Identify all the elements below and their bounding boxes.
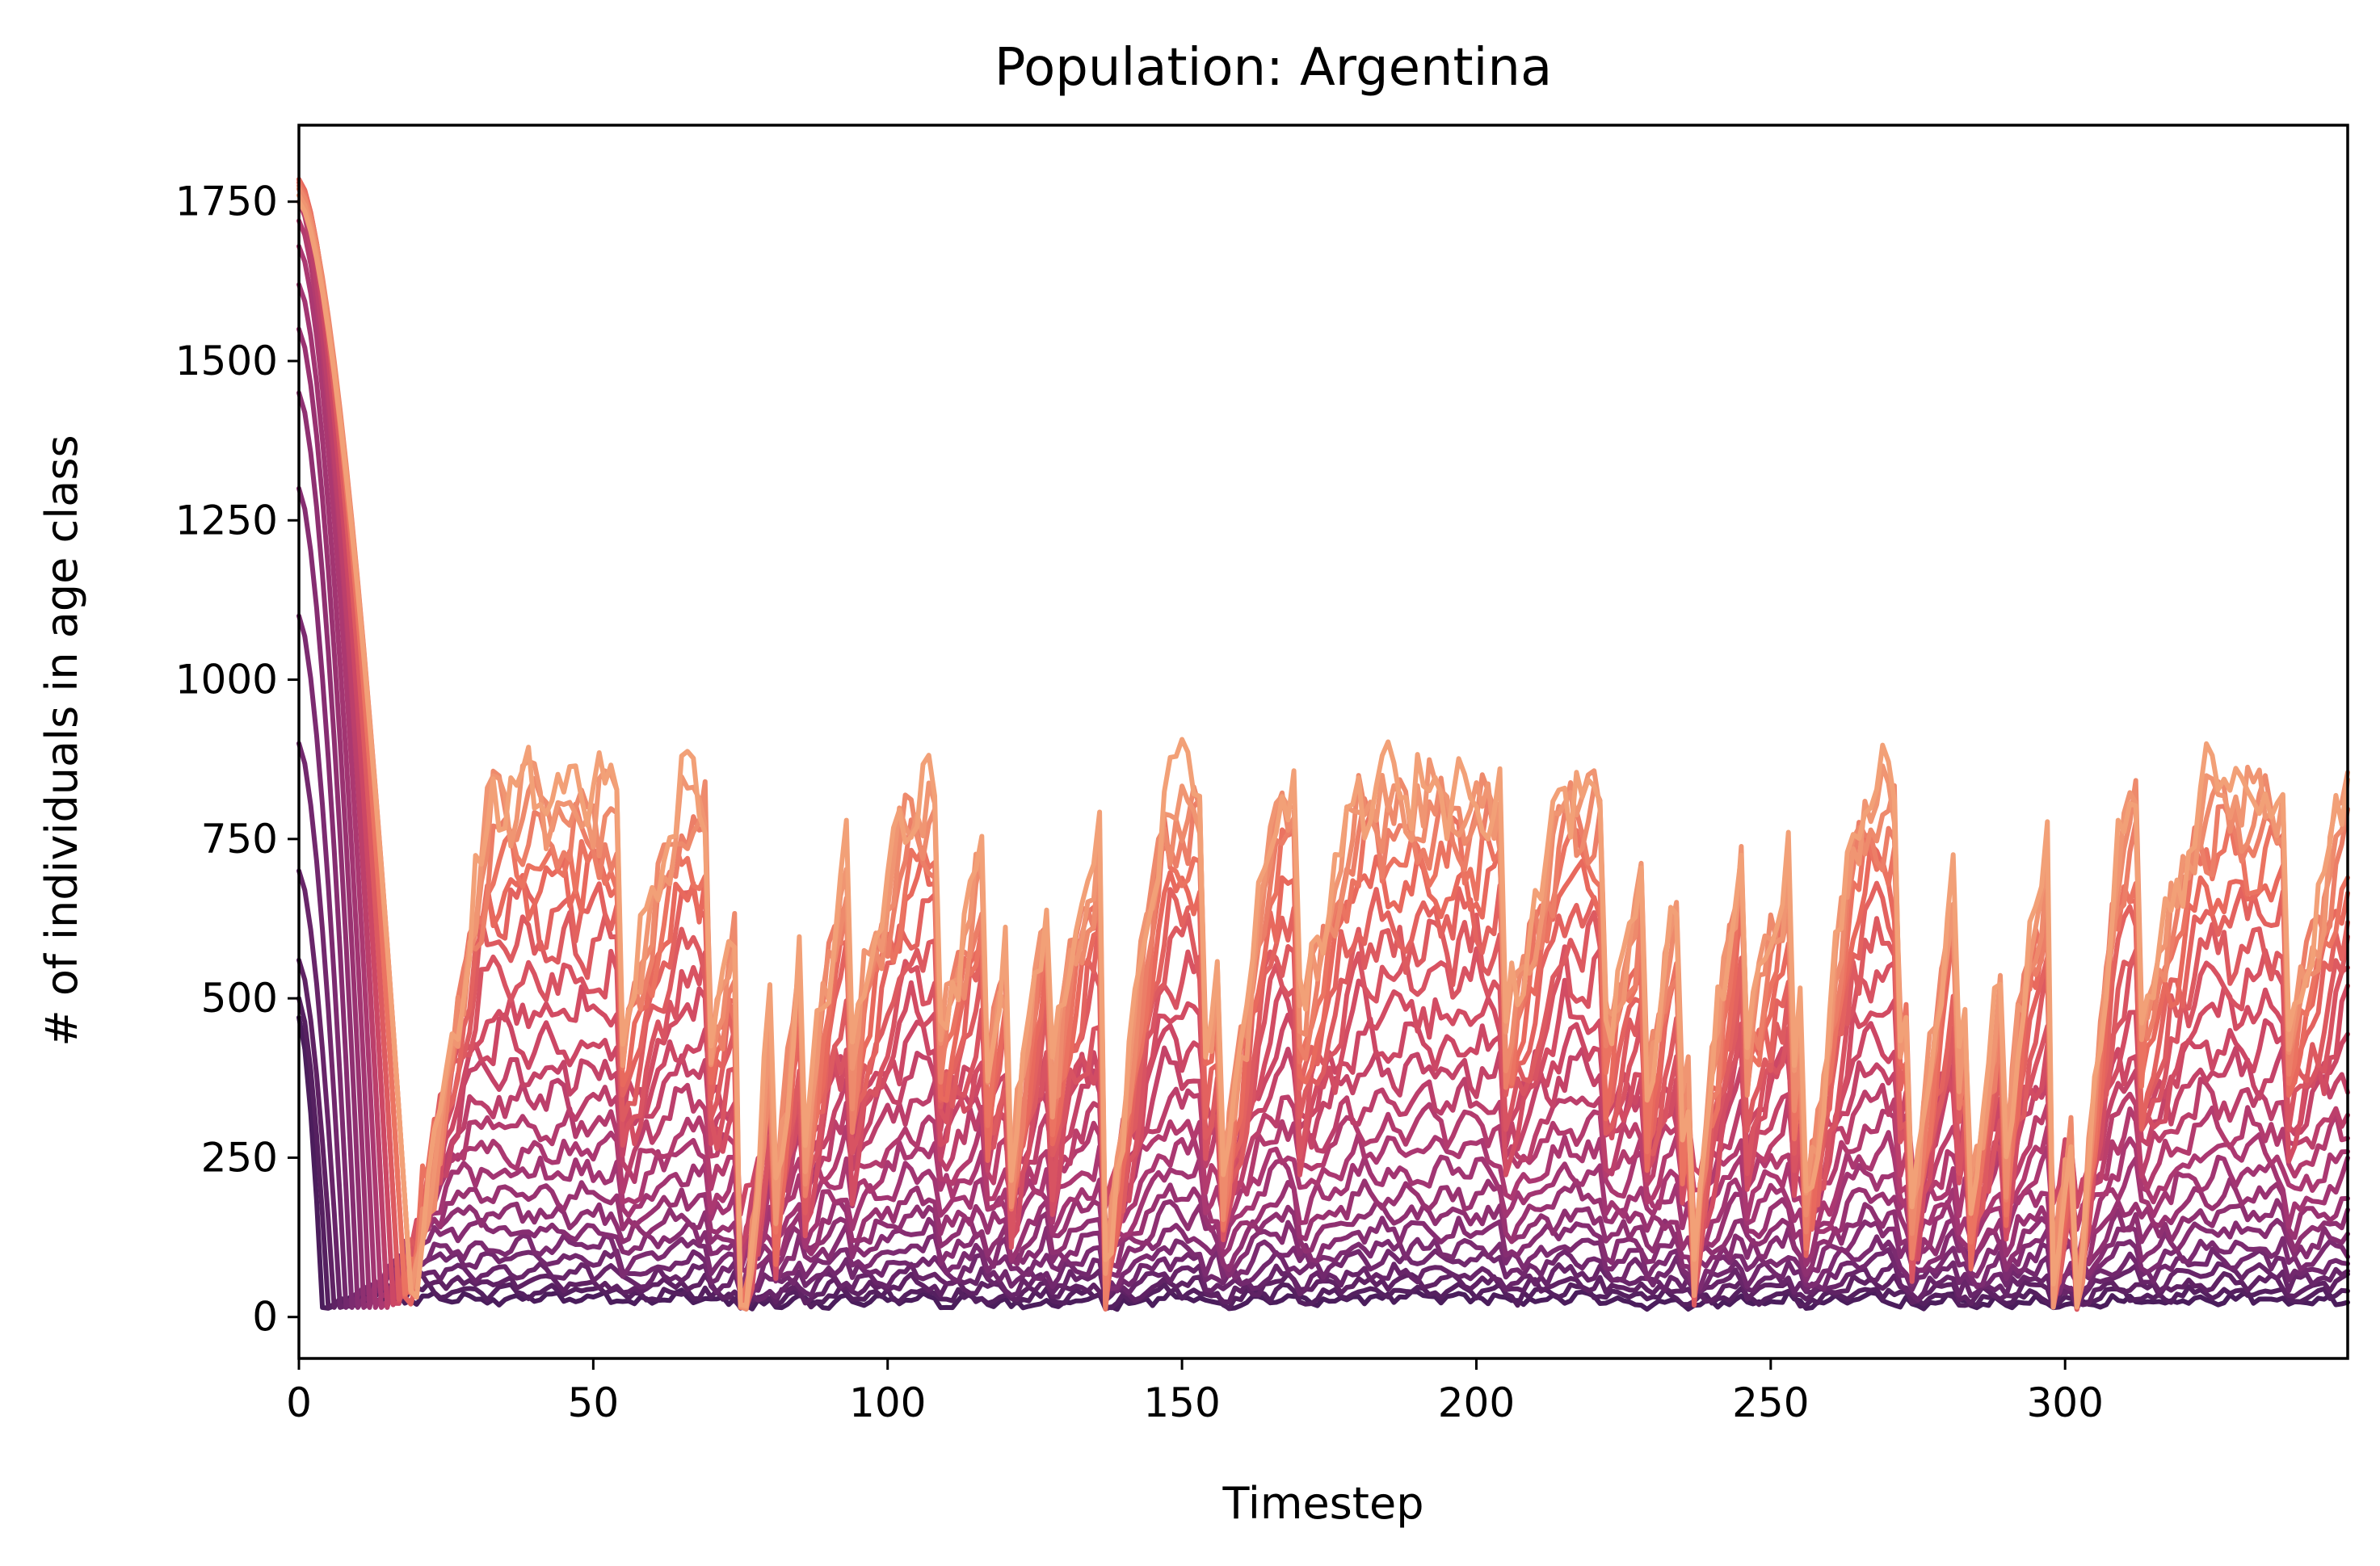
y-tick-label: 0	[252, 1294, 278, 1341]
y-tick-label: 1250	[175, 497, 278, 544]
y-tick-label: 500	[201, 975, 278, 1022]
series-line	[296, 390, 2350, 1310]
x-axis: 0 50 100 150 200 250 300	[286, 1358, 2104, 1426]
y-axis: 0 250 500 750 1000 1250 1500 1750	[175, 178, 299, 1341]
x-tick-label: 300	[2026, 1379, 2103, 1426]
y-tick-label: 1000	[175, 657, 278, 703]
x-tick-label: 100	[849, 1379, 926, 1426]
series-group	[296, 177, 2350, 1312]
y-tick-label: 1500	[175, 338, 278, 384]
x-tick-label: 250	[1732, 1379, 1809, 1426]
y-tick-label: 1750	[175, 178, 278, 225]
x-tick-label: 0	[286, 1379, 312, 1426]
series-line	[296, 218, 2350, 1310]
series-line	[296, 741, 2350, 1310]
series-line	[296, 199, 2350, 1309]
series-line	[296, 326, 2350, 1310]
series-line	[296, 177, 2350, 1312]
x-tick-label: 200	[1438, 1379, 1515, 1426]
x-tick-label: 50	[568, 1379, 620, 1426]
series-line	[296, 282, 2350, 1310]
series-line	[296, 868, 2350, 1312]
x-tick-label: 150	[1143, 1379, 1220, 1426]
chart-title: Population: Argentina	[994, 38, 1552, 98]
x-axis-label: Timestep	[1222, 1478, 1424, 1529]
y-tick-label: 250	[201, 1134, 278, 1181]
y-axis-label: # of individuals in age class	[36, 435, 87, 1046]
y-tick-label: 750	[201, 816, 278, 863]
series-line	[296, 183, 2350, 1310]
plot-frame	[297, 124, 2349, 1360]
series-line	[296, 613, 2350, 1310]
